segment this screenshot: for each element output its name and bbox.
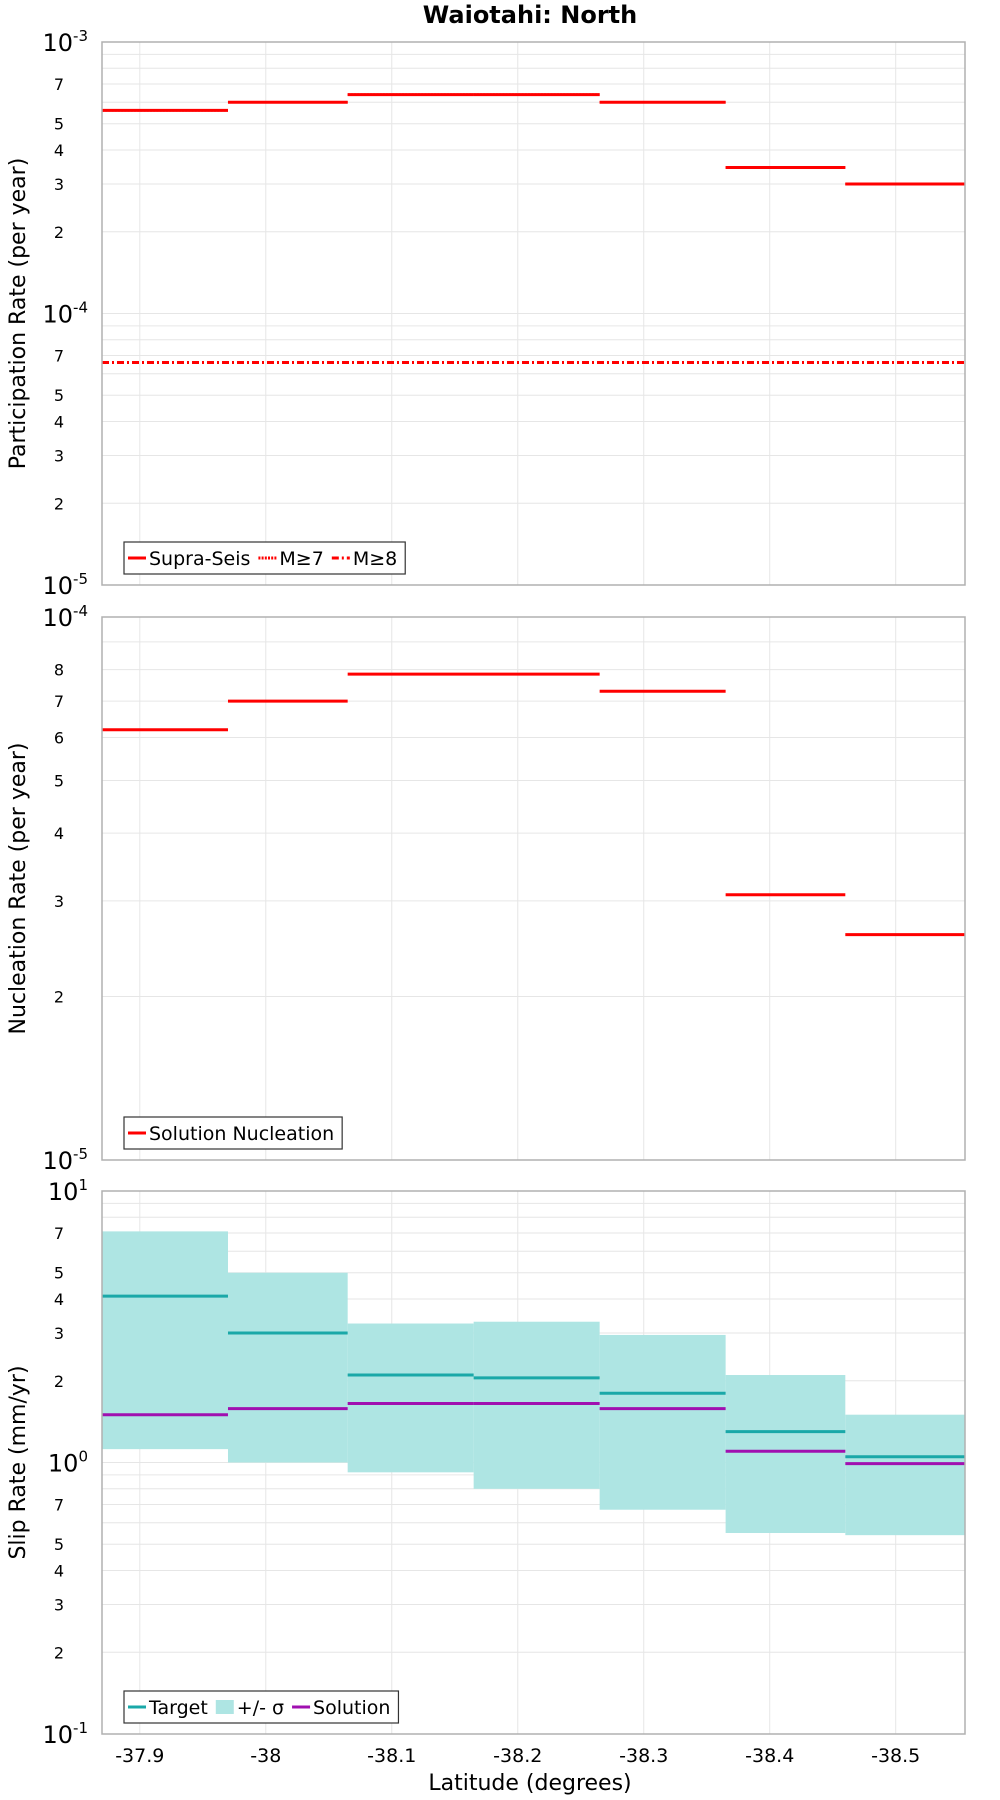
legend: Target +/- σ Solution: [123, 1690, 400, 1724]
plot-area: [102, 617, 965, 1160]
y-tick-label-minor: 4: [54, 1290, 64, 1309]
legend-swatch-band: [215, 1700, 234, 1714]
panel-1: 10-5 10-4 10-3 2 3 4 5 7 2 3 4 5 7 Participation Rate…: [6, 27, 966, 600]
legend-label: Supra-Seis: [149, 548, 250, 570]
y-tick-label-minor: 2: [54, 494, 64, 513]
legend-label: M≥7: [279, 548, 323, 570]
panel-2: 10-5 10-4 2 3 4 5 6 7 8 Nucleation Rate (per year…: [6, 602, 966, 1175]
legend: Supra-Seis M≥7 M≥8: [123, 541, 406, 575]
legend-box: [123, 1116, 343, 1150]
series-solution-nucleation: [102, 672, 965, 937]
y-tick-label-major: 10-3: [42, 27, 88, 57]
y-tick-label-minor: 3: [54, 1324, 64, 1343]
y-tick-label-minor: 7: [54, 75, 64, 94]
x-tick-label: -38.5: [871, 1745, 920, 1767]
y-tick-label-minor: 7: [54, 692, 64, 711]
y-axis-label: Slip Rate (mm/yr): [6, 1365, 31, 1559]
y-tick-label-minor: 2: [54, 988, 64, 1007]
grid: [102, 41, 965, 586]
y-axis-label: Participation Rate (per year): [6, 158, 31, 470]
y-tick-label-minor: 5: [54, 1264, 64, 1283]
legend-label: Solution Nucleation: [149, 1123, 334, 1145]
x-axis-label: Latitude (degrees): [428, 1771, 631, 1796]
y-tick-label-major: 100: [48, 1448, 88, 1478]
x-tick-label: -38: [250, 1745, 281, 1767]
legend-box: [123, 1690, 400, 1724]
legend-label: Solution: [313, 1697, 390, 1719]
x-tick-label: -38.1: [367, 1745, 416, 1767]
series-solution: [102, 1401, 965, 1466]
y-tick-label-minor: 5: [54, 115, 64, 134]
y-tick-label-minor: 6: [54, 728, 64, 747]
y-tick-label-major: 10-1: [42, 1719, 88, 1749]
sigma-band-segment: [473, 1321, 600, 1489]
y-tick-label-minor: 5: [54, 386, 64, 405]
y-tick-label-minor: 7: [54, 347, 64, 366]
y-tick-label-minor: 8: [54, 661, 64, 680]
y-tick-label-minor: 4: [54, 141, 64, 160]
y-tick-label-minor: 2: [54, 223, 64, 242]
legend-box: [123, 541, 406, 575]
sigma-band-segment: [725, 1375, 846, 1533]
x-tick-label: -38.2: [493, 1745, 542, 1767]
sigma-band: [102, 1231, 965, 1536]
legend: Solution Nucleation: [123, 1116, 343, 1150]
plot-frame: [101, 1190, 966, 1735]
chart-title: Waiotahi: North: [423, 1, 637, 29]
y-tick-label-minor: 7: [54, 1224, 64, 1243]
y-tick-label-major: 10-4: [42, 602, 88, 632]
legend-label: +/- σ: [237, 1697, 284, 1719]
y-tick-label-minor: 5: [54, 1535, 64, 1554]
y-tick-label-minor: 3: [54, 175, 64, 194]
y-tick-label-minor: 3: [54, 446, 64, 465]
sigma-band-segment: [102, 1231, 228, 1450]
y-tick-label-major: 10-5: [42, 1145, 88, 1175]
plot-frame: [101, 616, 966, 1161]
y-tick-label-major: 10-4: [42, 299, 88, 329]
y-tick-label-minor: 3: [54, 892, 64, 911]
sigma-band-segment: [227, 1272, 348, 1463]
legend-label: Target: [148, 1697, 208, 1719]
sigma-band-segment: [599, 1334, 726, 1510]
y-tick-label-minor: 4: [54, 413, 64, 432]
sigma-band-segment: [845, 1414, 965, 1536]
y-tick-label-minor: 2: [54, 1643, 64, 1662]
series-target: [102, 1294, 965, 1459]
y-tick-label-minor: 4: [54, 1562, 64, 1581]
y-tick-label-minor: 5: [54, 771, 64, 790]
legend-label: M≥8: [353, 548, 397, 570]
x-tick-labels: -37.9 -38 -38.1 -38.2 -38.3 -38.4 -38.5: [115, 1745, 920, 1767]
x-tick-label: -38.3: [619, 1745, 668, 1767]
plot-frame: [101, 41, 966, 586]
series-m-7: [102, 93, 965, 186]
y-tick-label-major: 10-5: [42, 570, 88, 600]
y-tick-label-minor: 3: [54, 1595, 64, 1614]
y-tick-label-major: 101: [48, 1176, 88, 1206]
x-tick-label: -38.4: [745, 1745, 794, 1767]
y-axis-label: Nucleation Rate (per year): [6, 743, 31, 1035]
panel-3: 10-1 100 101 2 3 4 5 7 2 3 4 5 7 Slip Rate (mm/yr) Tar…: [6, 1176, 966, 1749]
y-tick-label-minor: 4: [54, 824, 64, 843]
x-tick-label: -37.9: [115, 1745, 164, 1767]
y-tick-label-minor: 7: [54, 1496, 64, 1515]
sigma-band-segment: [347, 1323, 474, 1473]
y-tick-label-minor: 2: [54, 1372, 64, 1391]
